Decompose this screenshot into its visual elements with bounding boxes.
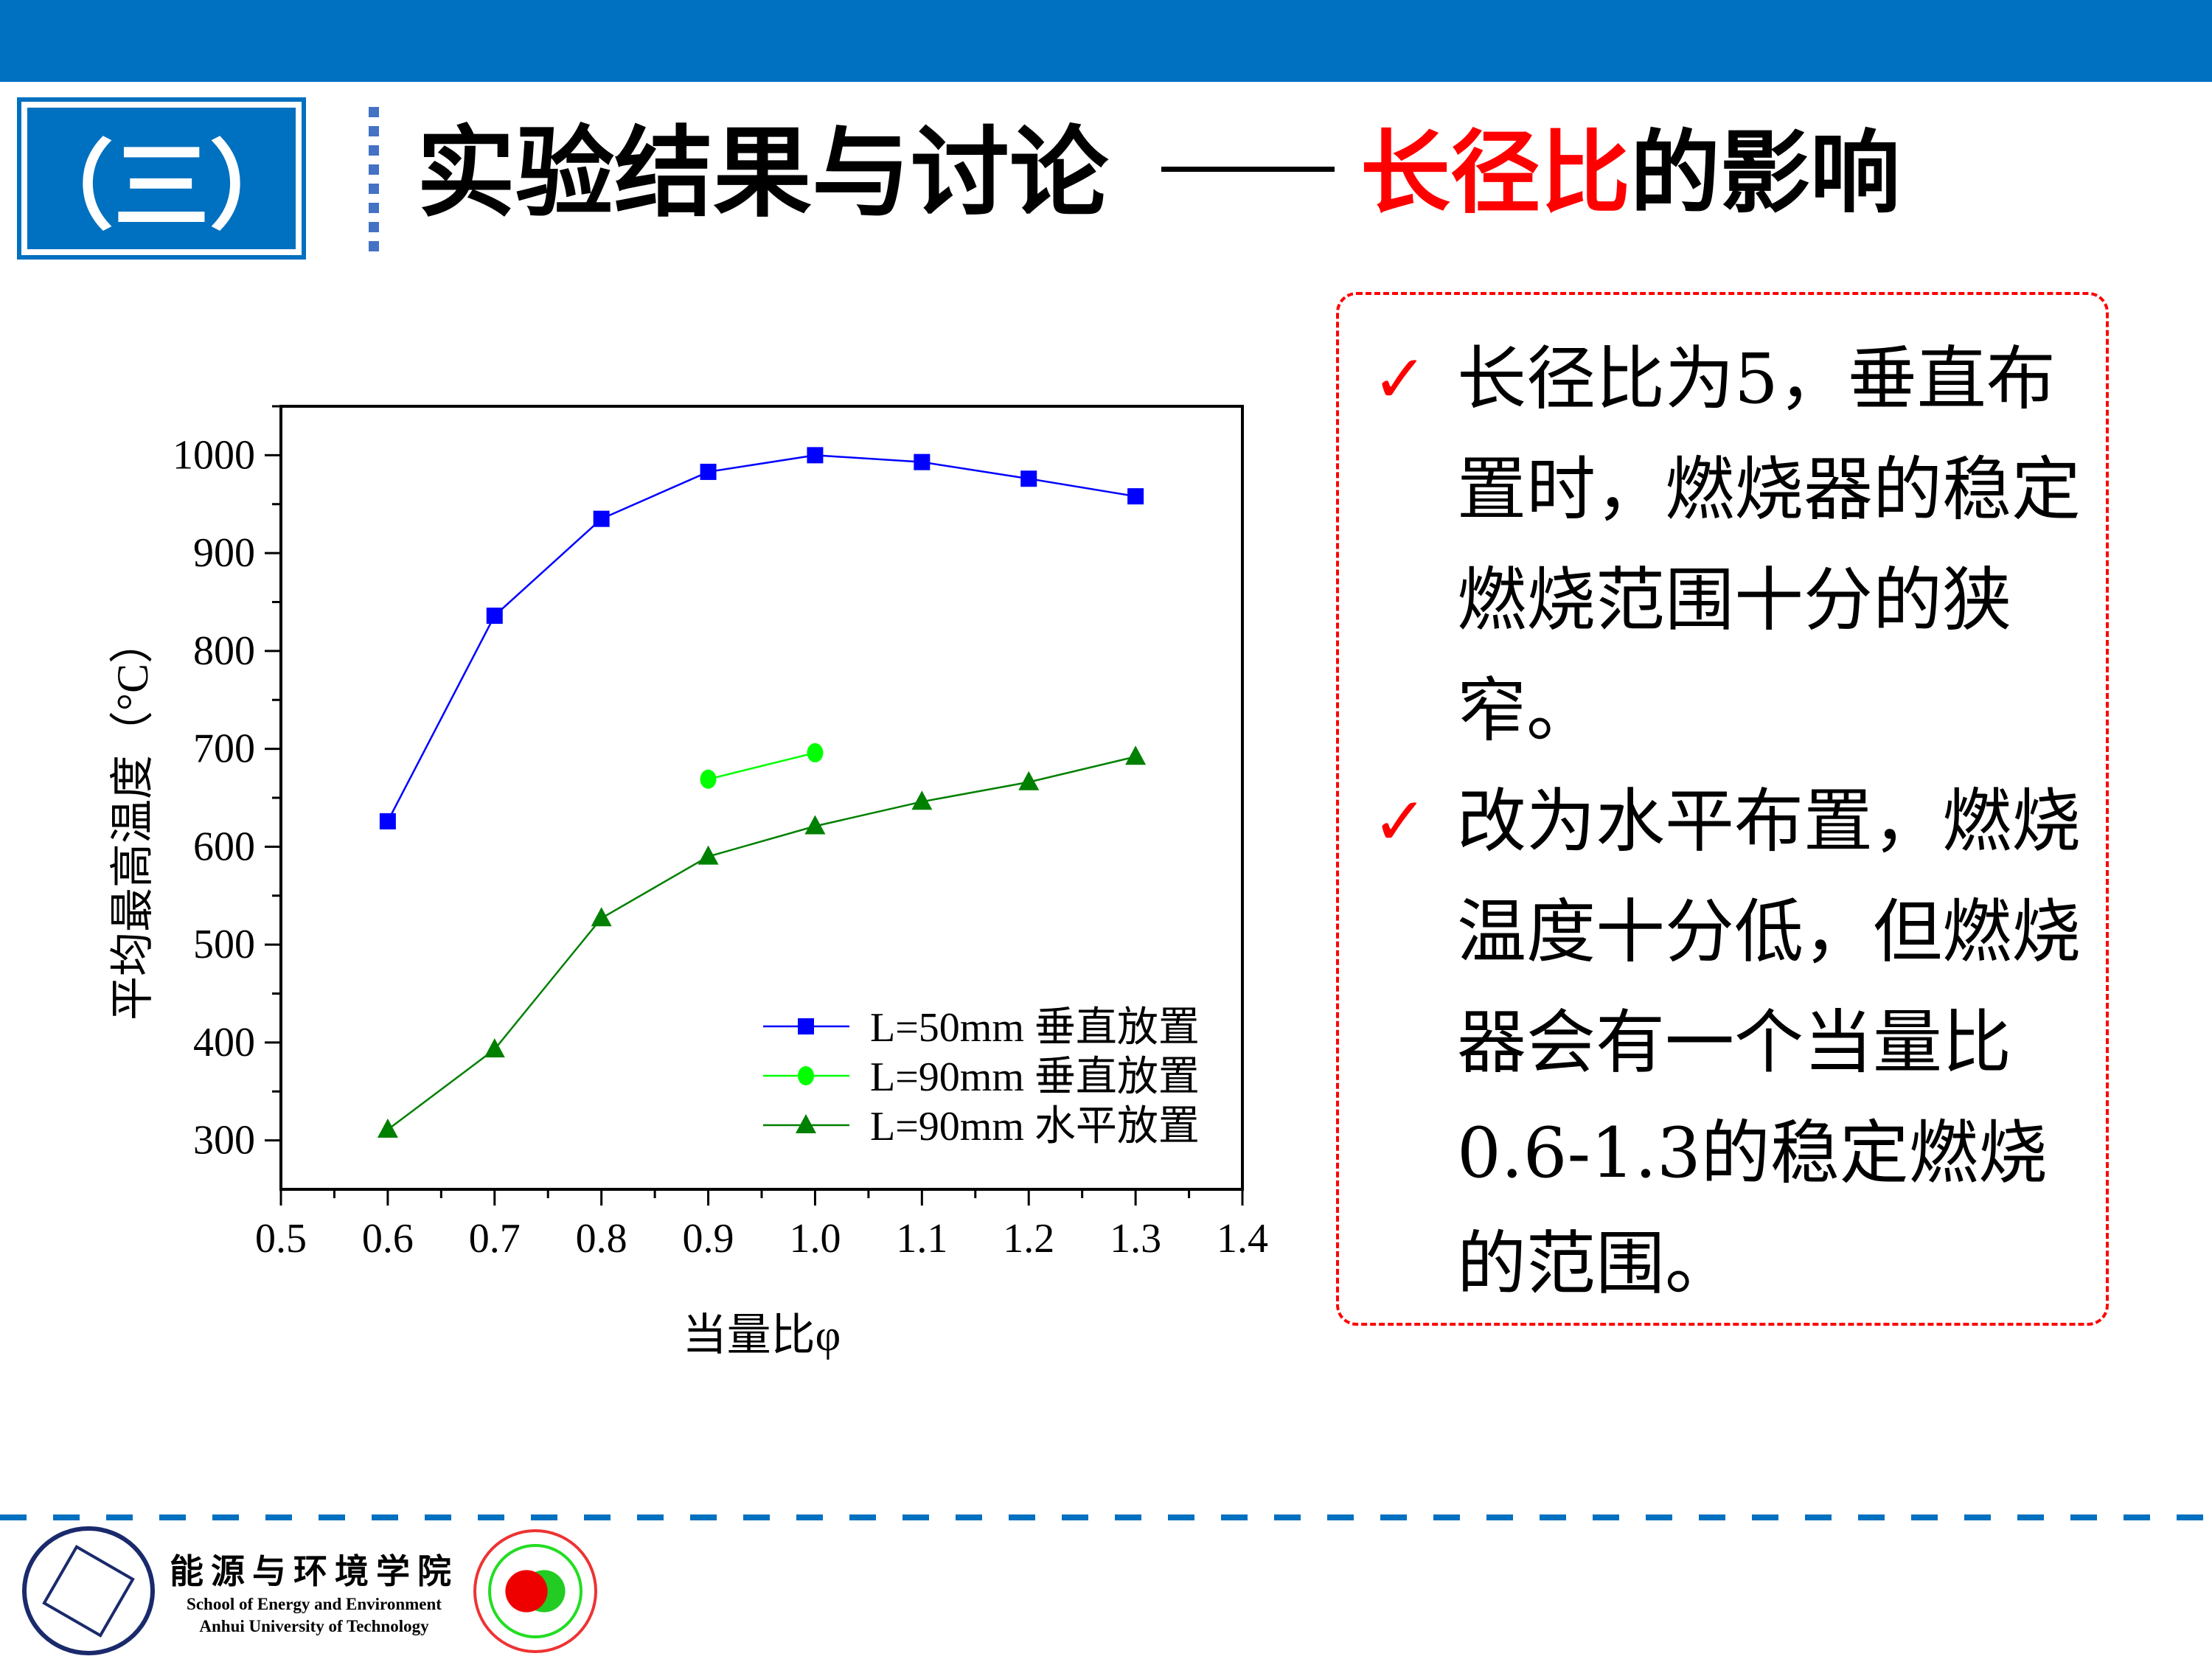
legend-label: L=90mm 水平放置	[870, 1104, 1200, 1150]
y-tick-label: 400	[193, 1020, 255, 1065]
x-tick-label: 1.4	[1217, 1216, 1268, 1262]
series-line	[386, 454, 1136, 822]
note-item: ✓ 改为水平布置，燃烧温度十分低，但燃烧器会有一个当量比0.6-1.3的稳定燃烧的…	[1339, 767, 2084, 1320]
square-marker	[379, 813, 396, 830]
square-marker	[807, 447, 824, 464]
school-name-cn: 能源与环境学院	[170, 1551, 459, 1591]
series-line	[387, 756, 1136, 1131]
square-marker	[1020, 470, 1037, 487]
y-tick-label: 800	[193, 628, 255, 674]
university-seal-logo	[22, 1526, 155, 1655]
triangle-marker	[377, 1119, 398, 1138]
triangle-marker	[698, 845, 719, 865]
triangle-marker	[591, 907, 612, 927]
y-tick-label: 900	[193, 530, 255, 576]
notes-box: ✓ 长径比为5，垂直布置时，燃烧器的稳定燃烧范围十分的狭窄。 ✓ 改为水平布置，燃烧…	[1336, 292, 2109, 1326]
y-axis-label: 平均最高温度（°C）	[108, 619, 157, 1020]
triangle-marker	[796, 1114, 816, 1133]
subtitle-highlight: 长径比	[1360, 121, 1630, 226]
square-marker	[914, 453, 931, 470]
x-tick-label: 0.5	[255, 1216, 307, 1262]
circle-marker	[700, 769, 717, 789]
y-tick-label: 300	[193, 1118, 255, 1164]
subtitle-rest: 的影响	[1630, 121, 1900, 226]
triangle-marker	[804, 815, 826, 835]
check-icon: ✓	[1372, 783, 1428, 860]
note-text: 长径比为5，垂直布置时，燃烧器的稳定燃烧范围十分的狭窄。	[1457, 339, 2081, 751]
section-number: （三）	[18, 108, 305, 249]
triangle-marker	[911, 790, 933, 810]
x-tick-label: 1.2	[1003, 1216, 1054, 1262]
temperature-chart: 0.5 0.6 0.7 0.8 0.9 1.0 1.1 1.2 1.3 1.4 300 400 500 6…	[108, 405, 1268, 1360]
square-marker	[593, 510, 610, 527]
square-marker	[1127, 488, 1144, 505]
square-marker	[700, 463, 717, 480]
x-axis-label: 当量比φ	[683, 1311, 841, 1360]
x-tick-label: 1.3	[1110, 1216, 1161, 1262]
note-text: 改为水平布置，燃烧温度十分低，但燃烧器会有一个当量比0.6-1.3的稳定燃烧的范…	[1457, 782, 2081, 1304]
school-name-en: School of Energy and Environment	[187, 1594, 442, 1613]
y-tick-label: 500	[193, 922, 255, 967]
circle-marker	[798, 1066, 814, 1085]
circle-marker	[807, 742, 824, 762]
university-name-en: Anhui University of Technology	[199, 1616, 429, 1635]
x-tick-label: 1.0	[789, 1216, 841, 1262]
check-icon: ✓	[1372, 341, 1428, 418]
footer-divider	[0, 1514, 2212, 1520]
title-dash	[1161, 167, 1335, 172]
note-item: ✓ 长径比为5，垂直布置时，燃烧器的稳定燃烧范围十分的狭窄。	[1339, 324, 2084, 767]
page-title: 实验结果与讨论	[417, 116, 1109, 231]
square-marker	[798, 1018, 814, 1034]
x-tick-label: 0.7	[469, 1216, 521, 1262]
triangle-marker	[1018, 771, 1040, 790]
school-logo	[473, 1528, 597, 1653]
x-tick-label: 0.9	[683, 1216, 734, 1262]
page-subtitle: 长径比的影响	[1360, 111, 1900, 236]
dotted-divider	[369, 107, 379, 258]
section-badge: （三）	[17, 97, 306, 260]
footer: 能源与环境学院 School of Energy and Environment…	[22, 1526, 597, 1655]
triangle-marker	[1125, 745, 1147, 765]
y-tick-label: 700	[193, 726, 255, 772]
legend-label: L=90mm 垂直放置	[870, 1054, 1200, 1100]
x-tick-label: 1.1	[896, 1216, 947, 1262]
top-bar	[0, 0, 2212, 82]
square-marker	[486, 608, 503, 625]
triangle-marker	[484, 1038, 505, 1058]
x-tick-label: 0.8	[576, 1216, 627, 1262]
school-name: 能源与环境学院 School of Energy and Environment…	[170, 1545, 459, 1638]
y-tick-label: 600	[193, 824, 255, 869]
x-tick-label: 0.6	[362, 1216, 414, 1262]
y-tick-label: 1000	[173, 432, 255, 478]
series-line	[708, 751, 815, 780]
legend-label: L=50mm 垂直放置	[870, 1005, 1200, 1051]
